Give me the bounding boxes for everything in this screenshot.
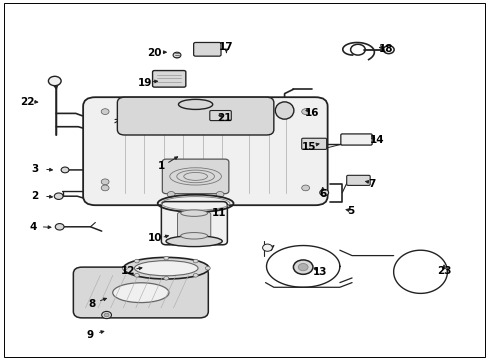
Text: 8: 8 bbox=[88, 299, 95, 309]
Circle shape bbox=[167, 192, 175, 197]
Circle shape bbox=[134, 259, 139, 263]
FancyBboxPatch shape bbox=[117, 97, 273, 135]
Circle shape bbox=[193, 259, 198, 263]
Text: 7: 7 bbox=[367, 179, 375, 189]
Ellipse shape bbox=[112, 283, 169, 302]
Text: 16: 16 bbox=[304, 108, 319, 118]
Circle shape bbox=[301, 109, 309, 114]
FancyBboxPatch shape bbox=[152, 71, 185, 87]
Circle shape bbox=[262, 244, 272, 251]
Circle shape bbox=[101, 185, 109, 191]
Circle shape bbox=[101, 109, 109, 114]
Circle shape bbox=[54, 193, 63, 199]
Circle shape bbox=[101, 179, 109, 185]
Text: 5: 5 bbox=[347, 206, 354, 216]
Text: 9: 9 bbox=[87, 330, 94, 340]
FancyBboxPatch shape bbox=[209, 111, 231, 121]
Ellipse shape bbox=[165, 236, 222, 247]
FancyBboxPatch shape bbox=[162, 159, 228, 194]
Circle shape bbox=[163, 256, 168, 260]
Text: 22: 22 bbox=[20, 96, 34, 107]
Text: 13: 13 bbox=[312, 267, 327, 277]
Circle shape bbox=[193, 274, 198, 277]
Circle shape bbox=[216, 192, 224, 197]
Text: 10: 10 bbox=[148, 233, 163, 243]
Circle shape bbox=[55, 224, 64, 230]
FancyBboxPatch shape bbox=[193, 42, 221, 56]
Circle shape bbox=[122, 266, 127, 270]
FancyBboxPatch shape bbox=[161, 202, 227, 245]
Text: 19: 19 bbox=[137, 78, 152, 88]
Text: 18: 18 bbox=[378, 44, 393, 54]
Text: 23: 23 bbox=[436, 266, 450, 276]
Text: 1: 1 bbox=[158, 161, 164, 171]
Circle shape bbox=[173, 52, 181, 58]
Text: 20: 20 bbox=[147, 48, 162, 58]
Circle shape bbox=[134, 274, 139, 277]
FancyBboxPatch shape bbox=[83, 97, 327, 205]
Circle shape bbox=[163, 276, 168, 280]
FancyBboxPatch shape bbox=[177, 212, 210, 238]
Text: 15: 15 bbox=[302, 141, 316, 152]
Circle shape bbox=[301, 185, 309, 191]
Text: 6: 6 bbox=[319, 189, 325, 199]
Circle shape bbox=[205, 266, 210, 270]
Ellipse shape bbox=[123, 257, 209, 279]
Text: 2: 2 bbox=[32, 191, 39, 201]
Text: 3: 3 bbox=[32, 164, 39, 174]
FancyBboxPatch shape bbox=[73, 267, 208, 318]
Circle shape bbox=[293, 260, 312, 274]
Text: 12: 12 bbox=[121, 266, 135, 276]
Ellipse shape bbox=[181, 210, 207, 216]
Ellipse shape bbox=[181, 233, 207, 239]
FancyBboxPatch shape bbox=[346, 175, 369, 185]
Circle shape bbox=[298, 264, 307, 271]
FancyBboxPatch shape bbox=[340, 134, 371, 145]
FancyBboxPatch shape bbox=[301, 138, 326, 149]
Ellipse shape bbox=[178, 99, 212, 109]
Circle shape bbox=[61, 167, 69, 173]
Ellipse shape bbox=[275, 102, 293, 119]
Text: 21: 21 bbox=[216, 113, 231, 123]
Circle shape bbox=[104, 313, 109, 317]
Text: 17: 17 bbox=[219, 42, 233, 52]
Circle shape bbox=[102, 311, 111, 319]
Circle shape bbox=[48, 76, 61, 86]
Circle shape bbox=[319, 189, 328, 196]
Text: 4: 4 bbox=[29, 222, 37, 232]
Text: 11: 11 bbox=[211, 208, 226, 218]
Ellipse shape bbox=[134, 261, 198, 276]
Text: 14: 14 bbox=[369, 135, 384, 145]
